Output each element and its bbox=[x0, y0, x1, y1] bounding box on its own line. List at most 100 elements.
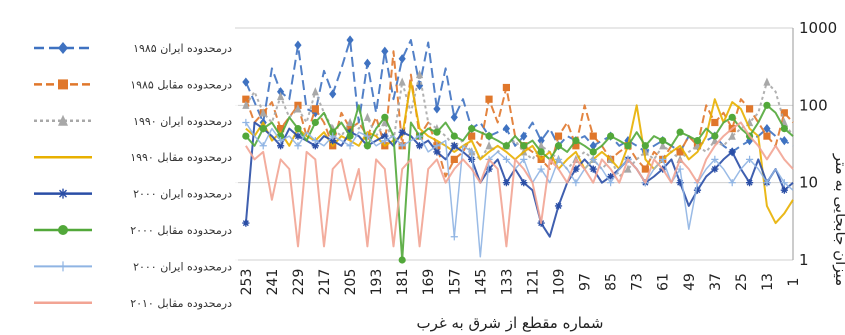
data-point bbox=[433, 142, 441, 150]
data-point bbox=[381, 132, 389, 140]
data-point bbox=[294, 132, 302, 140]
data-point bbox=[346, 132, 354, 140]
data-point bbox=[711, 165, 719, 173]
data-point bbox=[589, 148, 597, 156]
data-point bbox=[641, 165, 649, 173]
data-point bbox=[537, 141, 545, 150]
data-point bbox=[242, 219, 250, 227]
data-point bbox=[745, 179, 754, 187]
data-point bbox=[572, 136, 580, 145]
data-point bbox=[693, 136, 702, 145]
legend-label: ۱۹۹۰ درمحدوده مقابل bbox=[130, 151, 232, 164]
x-axis-ticks: 253 241 229 217 205 193 181 169 157 145 133 121 109 9… bbox=[239, 269, 802, 296]
data-point bbox=[780, 125, 788, 133]
data-point bbox=[728, 179, 736, 187]
data-point bbox=[242, 132, 250, 140]
series bbox=[242, 101, 794, 264]
data-point bbox=[624, 164, 632, 173]
x-axis-title: شماره مقطع از شرق به غرب bbox=[416, 314, 603, 332]
data-point bbox=[450, 132, 458, 140]
data-point bbox=[294, 142, 302, 150]
data-point bbox=[450, 233, 458, 241]
data-point bbox=[329, 89, 337, 99]
data-point bbox=[763, 101, 771, 109]
data-point bbox=[659, 136, 667, 145]
data-point bbox=[780, 109, 788, 117]
data-point bbox=[398, 77, 406, 86]
data-point bbox=[641, 142, 649, 150]
y-axis-title: میزان جابجایی به متر bbox=[832, 153, 845, 286]
data-point bbox=[572, 179, 580, 187]
data-point bbox=[58, 42, 68, 54]
data-point bbox=[415, 69, 424, 79]
data-point bbox=[58, 261, 68, 272]
data-point bbox=[676, 179, 684, 187]
data-point bbox=[363, 112, 372, 121]
data-point bbox=[276, 125, 285, 133]
legend: ۱۹۸۵ درمحدوده ایران ۱۹۸۵ درمحدوده مقابل ۱۹… bbox=[34, 42, 232, 310]
data-point bbox=[728, 131, 736, 140]
data-point bbox=[502, 142, 511, 150]
data-point bbox=[572, 142, 580, 150]
legend-label: ۱۹۸۵ درمحدوده مقابل bbox=[130, 78, 232, 91]
x-tick-label: 49 bbox=[682, 273, 698, 291]
data-point bbox=[259, 125, 267, 133]
x-tick-label: 217 bbox=[317, 269, 333, 296]
data-point bbox=[711, 132, 719, 140]
data-point bbox=[311, 142, 319, 150]
data-point bbox=[329, 136, 337, 145]
data-point bbox=[363, 58, 372, 68]
legend-entry: ۱۹۸۵ درمحدوده ایران bbox=[34, 42, 232, 55]
data-point bbox=[276, 91, 285, 101]
data-point bbox=[711, 155, 719, 163]
legend-entry: ۲۰۰۰ درمحدوده مقابل bbox=[34, 224, 232, 237]
data-point bbox=[589, 141, 597, 151]
data-point bbox=[398, 54, 406, 64]
data-point bbox=[676, 165, 684, 173]
x-tick-label: 193 bbox=[369, 269, 385, 296]
legend-label: ۱۹۹۰ درمحدوده ایران bbox=[133, 115, 232, 128]
data-point bbox=[58, 225, 68, 235]
series-line bbox=[245, 121, 794, 248]
data-point bbox=[58, 188, 68, 199]
x-tick-label: 73 bbox=[630, 273, 646, 291]
x-tick-label: 157 bbox=[447, 269, 463, 296]
data-point bbox=[346, 142, 354, 150]
x-tick-label: 85 bbox=[604, 273, 620, 291]
data-point bbox=[485, 141, 493, 150]
data-point bbox=[433, 148, 441, 156]
data-point bbox=[554, 142, 563, 150]
data-point bbox=[398, 128, 406, 136]
legend-label: ۲۰۰۰ درمحدوده مقابل bbox=[130, 224, 232, 237]
data-point bbox=[311, 87, 319, 96]
data-point bbox=[572, 165, 580, 173]
data-point bbox=[311, 108, 319, 118]
legend-entry: ۱۹۸۵ درمحدوده مقابل bbox=[34, 78, 232, 91]
data-point bbox=[381, 46, 389, 56]
data-point bbox=[607, 172, 615, 181]
data-point bbox=[329, 128, 337, 136]
x-tick-label: 13 bbox=[760, 273, 776, 291]
data-point bbox=[589, 165, 597, 173]
data-point bbox=[398, 142, 406, 150]
data-point bbox=[415, 80, 424, 91]
data-point bbox=[502, 179, 511, 187]
data-point bbox=[242, 118, 250, 127]
data-point bbox=[780, 186, 788, 194]
legend-label: ۱۹۸۵ درمحدوده ایران bbox=[133, 42, 232, 55]
data-point bbox=[311, 136, 319, 145]
y-tick-label: 1 bbox=[799, 251, 809, 269]
data-point bbox=[294, 125, 302, 133]
data-point bbox=[468, 148, 476, 156]
data-point bbox=[763, 132, 771, 140]
series bbox=[242, 121, 794, 238]
y-tick-label: 10 bbox=[799, 174, 818, 192]
legend-entry: ۲۰۱۰ درمحدوده مقابل bbox=[34, 297, 232, 310]
data-point bbox=[607, 132, 615, 140]
series-line bbox=[245, 73, 794, 178]
data-point bbox=[520, 142, 528, 150]
x-tick-label: 169 bbox=[421, 269, 437, 296]
data-point bbox=[537, 135, 545, 146]
series-line bbox=[245, 81, 794, 225]
